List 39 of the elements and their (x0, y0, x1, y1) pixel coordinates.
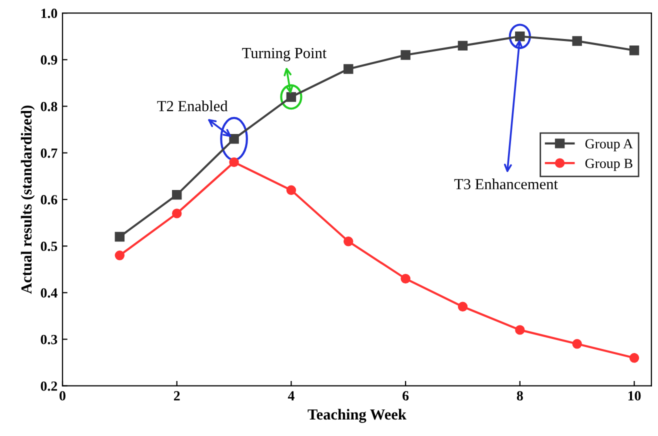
annotation: Turning Point (242, 48, 327, 62)
point (400, 50, 410, 60)
point (114, 250, 125, 260)
point (172, 208, 182, 218)
legend-label: Group B (585, 158, 632, 171)
point (629, 353, 640, 363)
x-tick-label: 6 (402, 391, 409, 400)
x-tick-label: 2 (174, 391, 180, 400)
y-tick-label: 0.7 (40, 148, 58, 158)
point (572, 339, 582, 349)
y-tick-label: 0.4 (40, 288, 58, 298)
point (229, 157, 239, 168)
y-tick-label: 0.3 (40, 334, 58, 344)
x-tick-label: 4 (288, 391, 294, 400)
y-tick-label: 1.0 (41, 8, 58, 18)
annotation: T2 Enabled (157, 100, 228, 112)
point (114, 232, 125, 242)
y-tick-label: 0.9 (40, 55, 58, 65)
x-axis-title: Teaching Week (308, 408, 406, 423)
point (515, 325, 525, 335)
point (458, 40, 468, 51)
point (629, 45, 640, 56)
y-tick-label: 0.5 (40, 242, 58, 252)
legend-label: Group A (585, 139, 633, 152)
point (172, 190, 182, 200)
x-tick-label: 0 (60, 391, 66, 400)
y-axis-title: Actual results (standardized) (20, 106, 35, 294)
point (344, 64, 354, 74)
point (458, 302, 468, 312)
annotation: T3 Enhancement (454, 178, 558, 190)
point (400, 274, 410, 284)
x-tick-label: 10 (628, 391, 641, 400)
point (286, 185, 296, 196)
point (344, 236, 354, 246)
x-tick-label: 8 (516, 391, 523, 400)
point (572, 36, 582, 46)
y-tick-label: 0.8 (40, 102, 58, 112)
y-tick-label: 0.6 (40, 195, 58, 204)
y-tick-label: 0.2 (40, 381, 58, 391)
